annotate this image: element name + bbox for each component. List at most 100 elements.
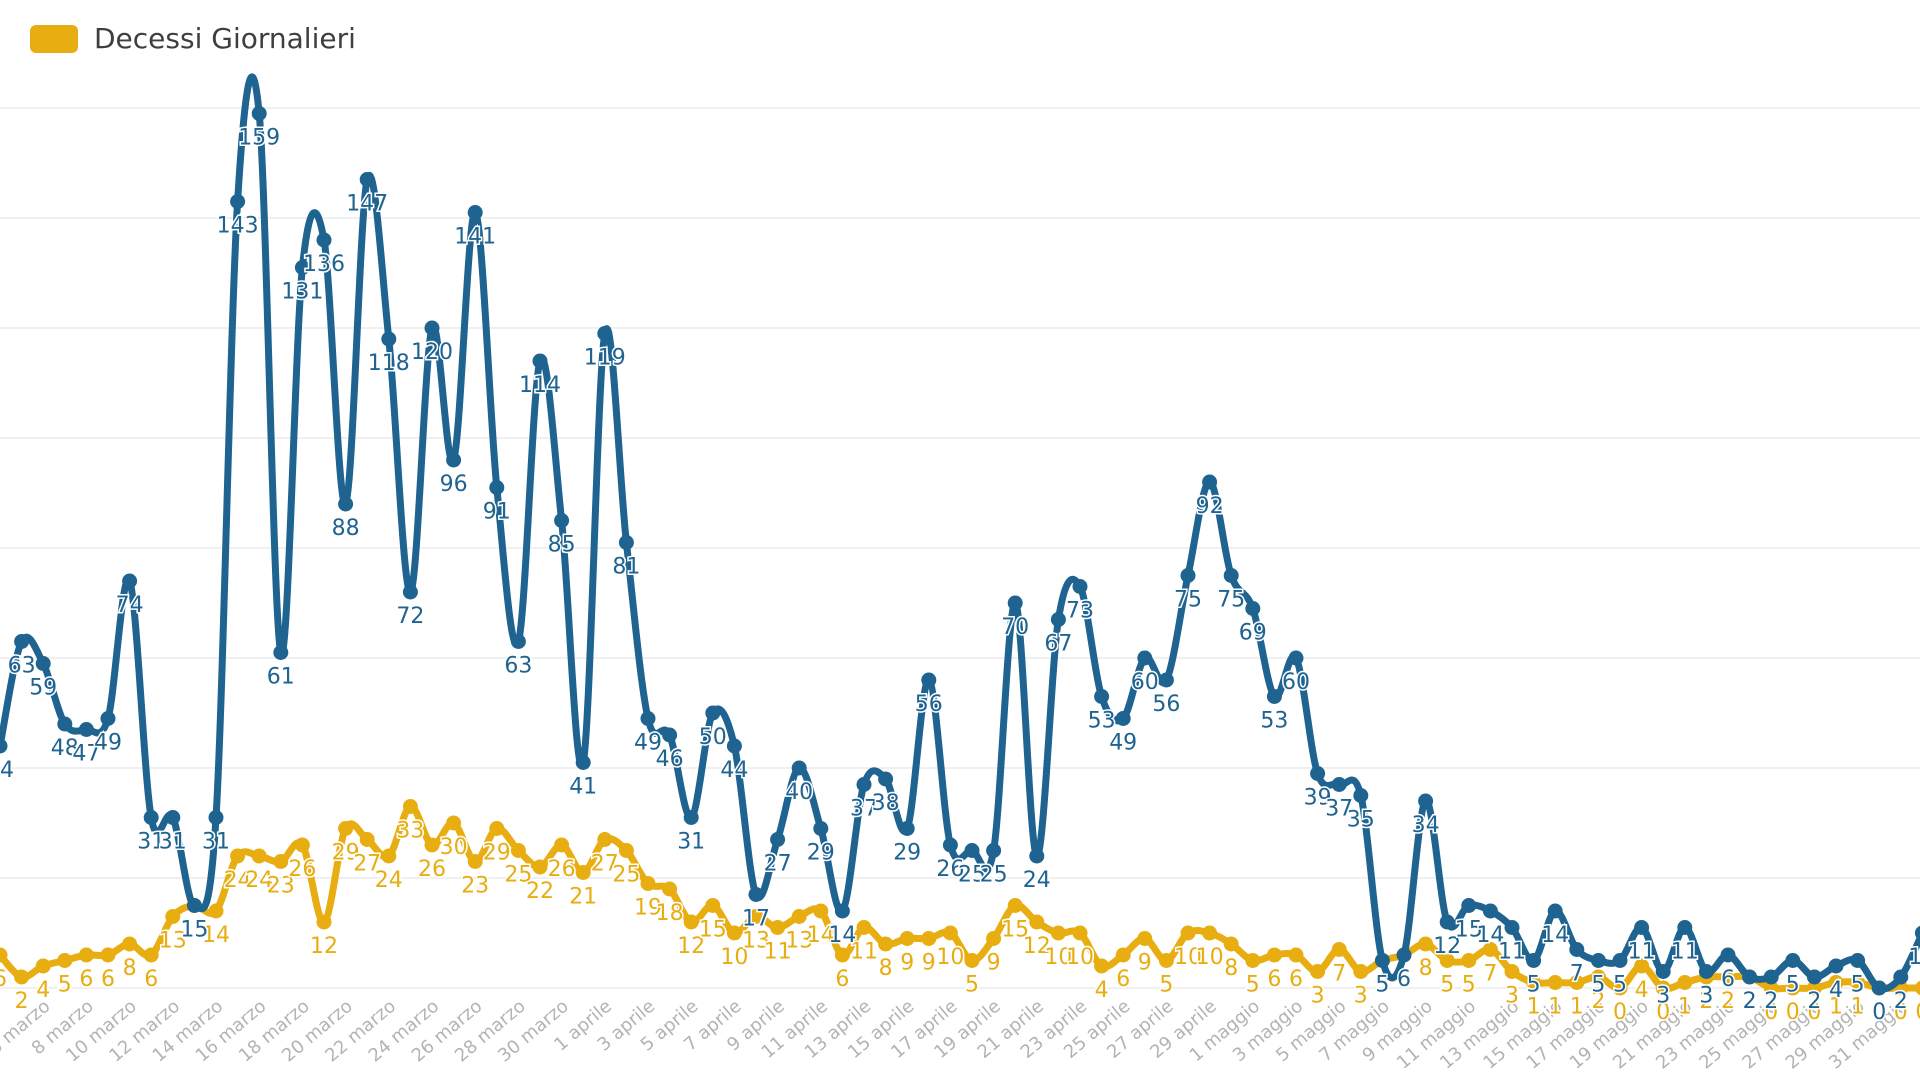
data-point-decessi: [1331, 942, 1347, 957]
data-point-decessi: [683, 914, 699, 930]
data-label-decessi: 14: [807, 923, 835, 948]
data-label-blue: 14: [828, 923, 856, 948]
data-point-blue: [1850, 953, 1866, 968]
data-label-decessi: 1: [1851, 995, 1865, 1020]
data-label-decessi: 9: [922, 951, 936, 976]
data-point-decessi: [1094, 958, 1110, 974]
data-point-blue: [813, 821, 829, 836]
data-point-blue: [770, 832, 786, 847]
data-label-decessi: 10: [1044, 945, 1072, 970]
data-label-blue: 3: [1699, 984, 1713, 1009]
data-label-blue: 2: [1807, 989, 1821, 1014]
data-point-blue: [359, 172, 375, 187]
data-label-blue: 15: [1455, 918, 1483, 943]
data-label-blue: 49: [94, 731, 122, 756]
data-label-blue: 6: [1721, 967, 1735, 992]
data-label-blue: 48: [51, 736, 79, 761]
data-label-blue: 70: [1001, 615, 1029, 640]
data-point-blue: [1634, 920, 1650, 935]
data-point-blue: [1655, 964, 1671, 979]
data-point-blue: [1871, 980, 1887, 996]
data-point-decessi: [1029, 914, 1045, 930]
data-label-decessi: 0: [1872, 1000, 1886, 1025]
data-label-blue: 60: [1131, 670, 1159, 695]
data-point-decessi: [597, 832, 613, 847]
data-point-blue: [78, 722, 94, 737]
data-point-blue: [1526, 953, 1542, 968]
data-label-decessi: 4: [1095, 978, 1109, 1003]
data-label-blue: 53: [1260, 709, 1288, 734]
data-point-blue: [856, 777, 872, 792]
data-point-blue: [640, 711, 656, 726]
data-label-decessi: 3: [1505, 984, 1519, 1009]
data-label-decessi: 5: [58, 973, 72, 998]
data-label-decessi: 0: [1894, 1000, 1908, 1025]
data-point-decessi: [294, 837, 310, 853]
data-point-decessi: [964, 953, 980, 968]
data-label-decessi: 2: [1743, 989, 1757, 1014]
data-point-decessi: [1677, 975, 1693, 990]
data-label-blue: 73: [1066, 599, 1094, 624]
data-label-decessi: 9: [1138, 951, 1152, 976]
data-point-decessi: [1007, 898, 1023, 913]
data-label-blue: 11: [1498, 940, 1526, 965]
data-label-blue: 2: [1894, 989, 1908, 1014]
data-label-decessi: 30: [440, 835, 468, 860]
data-point-decessi: [1418, 936, 1434, 952]
data-point-decessi: [1202, 925, 1218, 941]
data-label-decessi: 2: [1591, 989, 1605, 1014]
data-label-decessi: 3: [1354, 984, 1368, 1009]
data-label-decessi: 26: [548, 857, 576, 882]
data-point-decessi: [1504, 964, 1520, 979]
data-label-decessi: 6: [144, 967, 158, 992]
data-point-blue: [597, 326, 613, 341]
data-point-decessi: [618, 843, 634, 858]
data-point-blue: [186, 898, 202, 913]
data-label-decessi: 14: [202, 923, 230, 948]
data-point-blue: [381, 331, 397, 347]
data-point-decessi: [770, 920, 786, 935]
data-point-decessi: [726, 925, 742, 941]
data-point-decessi: [791, 909, 807, 924]
data-point-decessi: [1050, 925, 1066, 941]
data-point-decessi: [1763, 980, 1779, 996]
data-label-blue: 49: [1109, 731, 1137, 756]
data-label-decessi: 5: [965, 973, 979, 998]
data-point-blue: [1029, 848, 1045, 864]
data-label-decessi: 24: [224, 868, 252, 893]
data-point-blue: [618, 535, 634, 550]
data-label-decessi: 5: [1462, 973, 1476, 998]
data-point-blue: [1158, 672, 1174, 688]
data-point-blue: [1137, 650, 1153, 666]
data-point-decessi: [402, 799, 418, 814]
data-point-blue: [35, 656, 51, 671]
data-point-blue: [1310, 766, 1326, 781]
data-point-blue: [14, 634, 30, 649]
data-point-blue: [1677, 920, 1693, 935]
data-point-blue: [1418, 793, 1434, 809]
data-label-blue: 0: [1872, 1000, 1886, 1025]
data-point-blue: [57, 716, 73, 732]
data-label-decessi: 4: [36, 978, 50, 1003]
data-point-blue: [1482, 903, 1498, 919]
data-point-decessi: [1785, 980, 1801, 996]
data-label-decessi: 2: [15, 989, 29, 1014]
data-label-blue: 118: [368, 351, 410, 376]
data-point-blue: [1914, 925, 1920, 941]
data-label-blue: 31: [159, 830, 187, 855]
data-label-decessi: 26: [418, 857, 446, 882]
data-point-blue: [1547, 903, 1563, 919]
data-point-blue: [1331, 777, 1347, 792]
data-label-decessi: 6: [79, 967, 93, 992]
data-point-blue: [338, 496, 354, 512]
data-point-blue: [575, 755, 591, 770]
data-point-blue: [251, 106, 267, 121]
data-label-blue: 2: [1764, 989, 1778, 1014]
data-point-blue: [165, 810, 181, 825]
data-label-blue: 67: [1044, 632, 1072, 657]
data-point-blue: [1763, 969, 1779, 985]
data-point-blue: [467, 205, 483, 220]
data-point-decessi: [856, 920, 872, 935]
data-label-decessi: 12: [310, 934, 338, 959]
data-point-blue: [100, 711, 116, 726]
